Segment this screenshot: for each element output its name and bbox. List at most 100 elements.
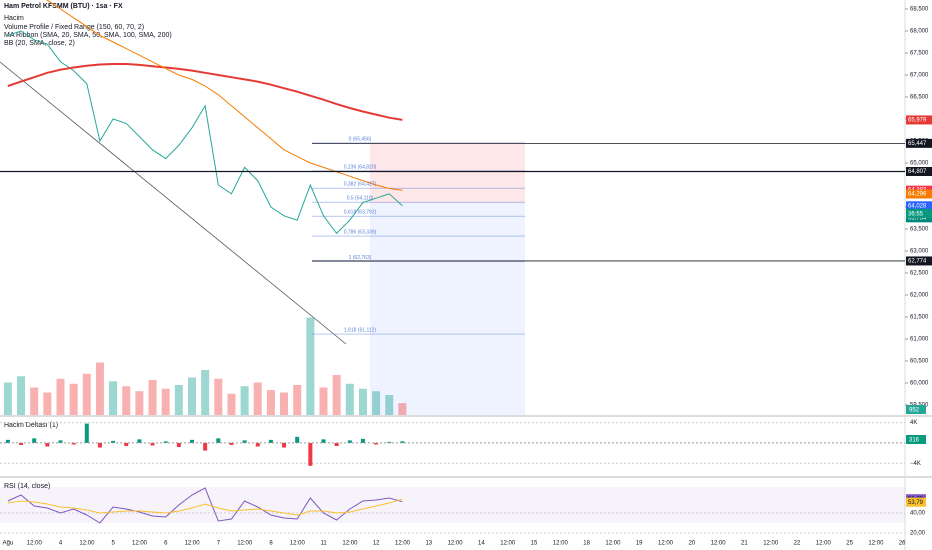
volume-bar (280, 392, 289, 415)
x-tick-label: 12:00 (290, 541, 306, 547)
y-tick-label: 68,500 (910, 7, 929, 13)
x-tick-label: 12:00 (132, 541, 148, 547)
x-tick-label: 12:00 (605, 541, 621, 547)
volume-bar (95, 362, 104, 415)
volume-bar (187, 377, 196, 415)
volume-bar (82, 373, 91, 415)
x-tick-label: 15 (531, 541, 538, 547)
x-tick-label: 8 (269, 541, 273, 547)
price-tag (906, 213, 932, 223)
x-tick-label: 12:00 (763, 541, 779, 547)
price-tag (906, 201, 932, 211)
pane-title: Hacim Deltası (1) (4, 422, 58, 429)
delta-bar (347, 440, 352, 443)
delta-bar (295, 436, 300, 443)
volume-bar (385, 395, 394, 415)
x-tick-label: 12:00 (27, 541, 43, 547)
pane-title: RSI (14, close) (4, 483, 50, 490)
price-tag-label: 64,807 (908, 169, 927, 175)
x-tick-label: 12 (373, 541, 380, 547)
delta-bar (282, 442, 287, 448)
volume-bar (17, 376, 26, 415)
delta-bar (387, 441, 392, 443)
x-tick-label: 25 (846, 541, 853, 547)
delta-bar (360, 438, 365, 443)
x-tick-label: 11 (320, 541, 327, 547)
x-tick-label: 21 (741, 541, 748, 547)
x-tick-label: 6 (164, 541, 168, 547)
x-tick-label: 12:00 (342, 541, 358, 547)
delta-bar (242, 440, 247, 443)
x-tick-label: 12:00 (237, 541, 253, 547)
volume-bar (372, 391, 381, 415)
delta-bar (400, 441, 405, 443)
rsi-band (0, 487, 905, 523)
x-tick-label: 18 (583, 541, 590, 547)
delta-bar (203, 442, 208, 451)
delta-bar (111, 440, 116, 443)
delta-bar (124, 442, 129, 446)
y-tick-label: 63,500 (910, 227, 929, 233)
delta-bar (334, 442, 339, 446)
indicator-label: BB (20, SMA, close, 2) (4, 40, 75, 47)
price-tag-label: 65,979 (908, 118, 927, 124)
series-line (7, 30, 403, 235)
price-tag (906, 167, 932, 177)
x-tick-label: 12:00 (448, 541, 464, 547)
y-tick-label: 68,000 (910, 29, 929, 35)
y-tick-label: 60,500 (910, 359, 929, 365)
delta-bar (84, 423, 89, 443)
delta-bar (189, 439, 194, 443)
x-tick-label: 22 (794, 541, 801, 547)
fib-label: 0,382 (64,427) (344, 182, 377, 188)
x-tick-label: 12:00 (185, 541, 201, 547)
x-tick-label: 12:00 (816, 541, 832, 547)
series-line (7, 498, 403, 516)
volume-bar (227, 393, 236, 415)
x-tick-label: 20 (688, 541, 695, 547)
fib-label: 0 (65,456) (349, 136, 372, 142)
x-tick-label: 13 (425, 541, 432, 547)
y-tick-label: 20,00 (910, 531, 926, 537)
x-tick-label: Ağu (3, 541, 14, 547)
fib-label: 1 (62,763) (349, 255, 372, 261)
delta-bar (19, 442, 24, 445)
x-tick-label: 12:00 (553, 541, 569, 547)
indicator-label: MA Ribbon (SMA, 20, SMA, 50, SMA, 100, S… (4, 32, 172, 39)
fib-label: 0,618 (63,792) (344, 209, 377, 215)
delta-bar (374, 442, 379, 445)
x-tick-label: 5 (112, 541, 116, 547)
volume-bar (148, 380, 157, 415)
volume-bar (398, 403, 407, 415)
indicator-label: Volume Profile / Fixed Range (150, 60, 7… (4, 24, 144, 31)
volume-bar (56, 378, 65, 415)
price-tag-label: 64,028 (908, 203, 927, 209)
series-line (7, 63, 403, 121)
y-tick-label: 60,000 (910, 381, 929, 387)
delta-bar (321, 439, 326, 443)
trend-line (0, 61, 347, 345)
delta-bar (58, 440, 63, 443)
price-pane (3, 0, 525, 415)
volume-bar (266, 390, 275, 415)
series-line (7, 487, 403, 524)
stop-zone (370, 143, 525, 203)
volume-bar (161, 388, 170, 415)
y-tick-label: 61,500 (910, 315, 929, 321)
delta-bar (176, 442, 181, 447)
y-tick-label: 63,000 (910, 249, 929, 255)
volume-bar (319, 387, 328, 415)
x-tick-label: 12:00 (395, 541, 411, 547)
price-tag (906, 138, 932, 148)
volume-bar (30, 387, 39, 415)
delta-bar (45, 442, 50, 447)
x-tick-label: 14 (478, 541, 485, 547)
fib-label: 0,786 (63,339) (344, 229, 377, 235)
delta-bar (5, 439, 10, 443)
fib-label: 0,236 (64,820) (344, 164, 377, 170)
x-tick-label: 12:00 (868, 541, 884, 547)
delta-bar (255, 442, 260, 447)
volume-bar (253, 382, 262, 415)
y-tick-label: 67,500 (910, 51, 929, 57)
